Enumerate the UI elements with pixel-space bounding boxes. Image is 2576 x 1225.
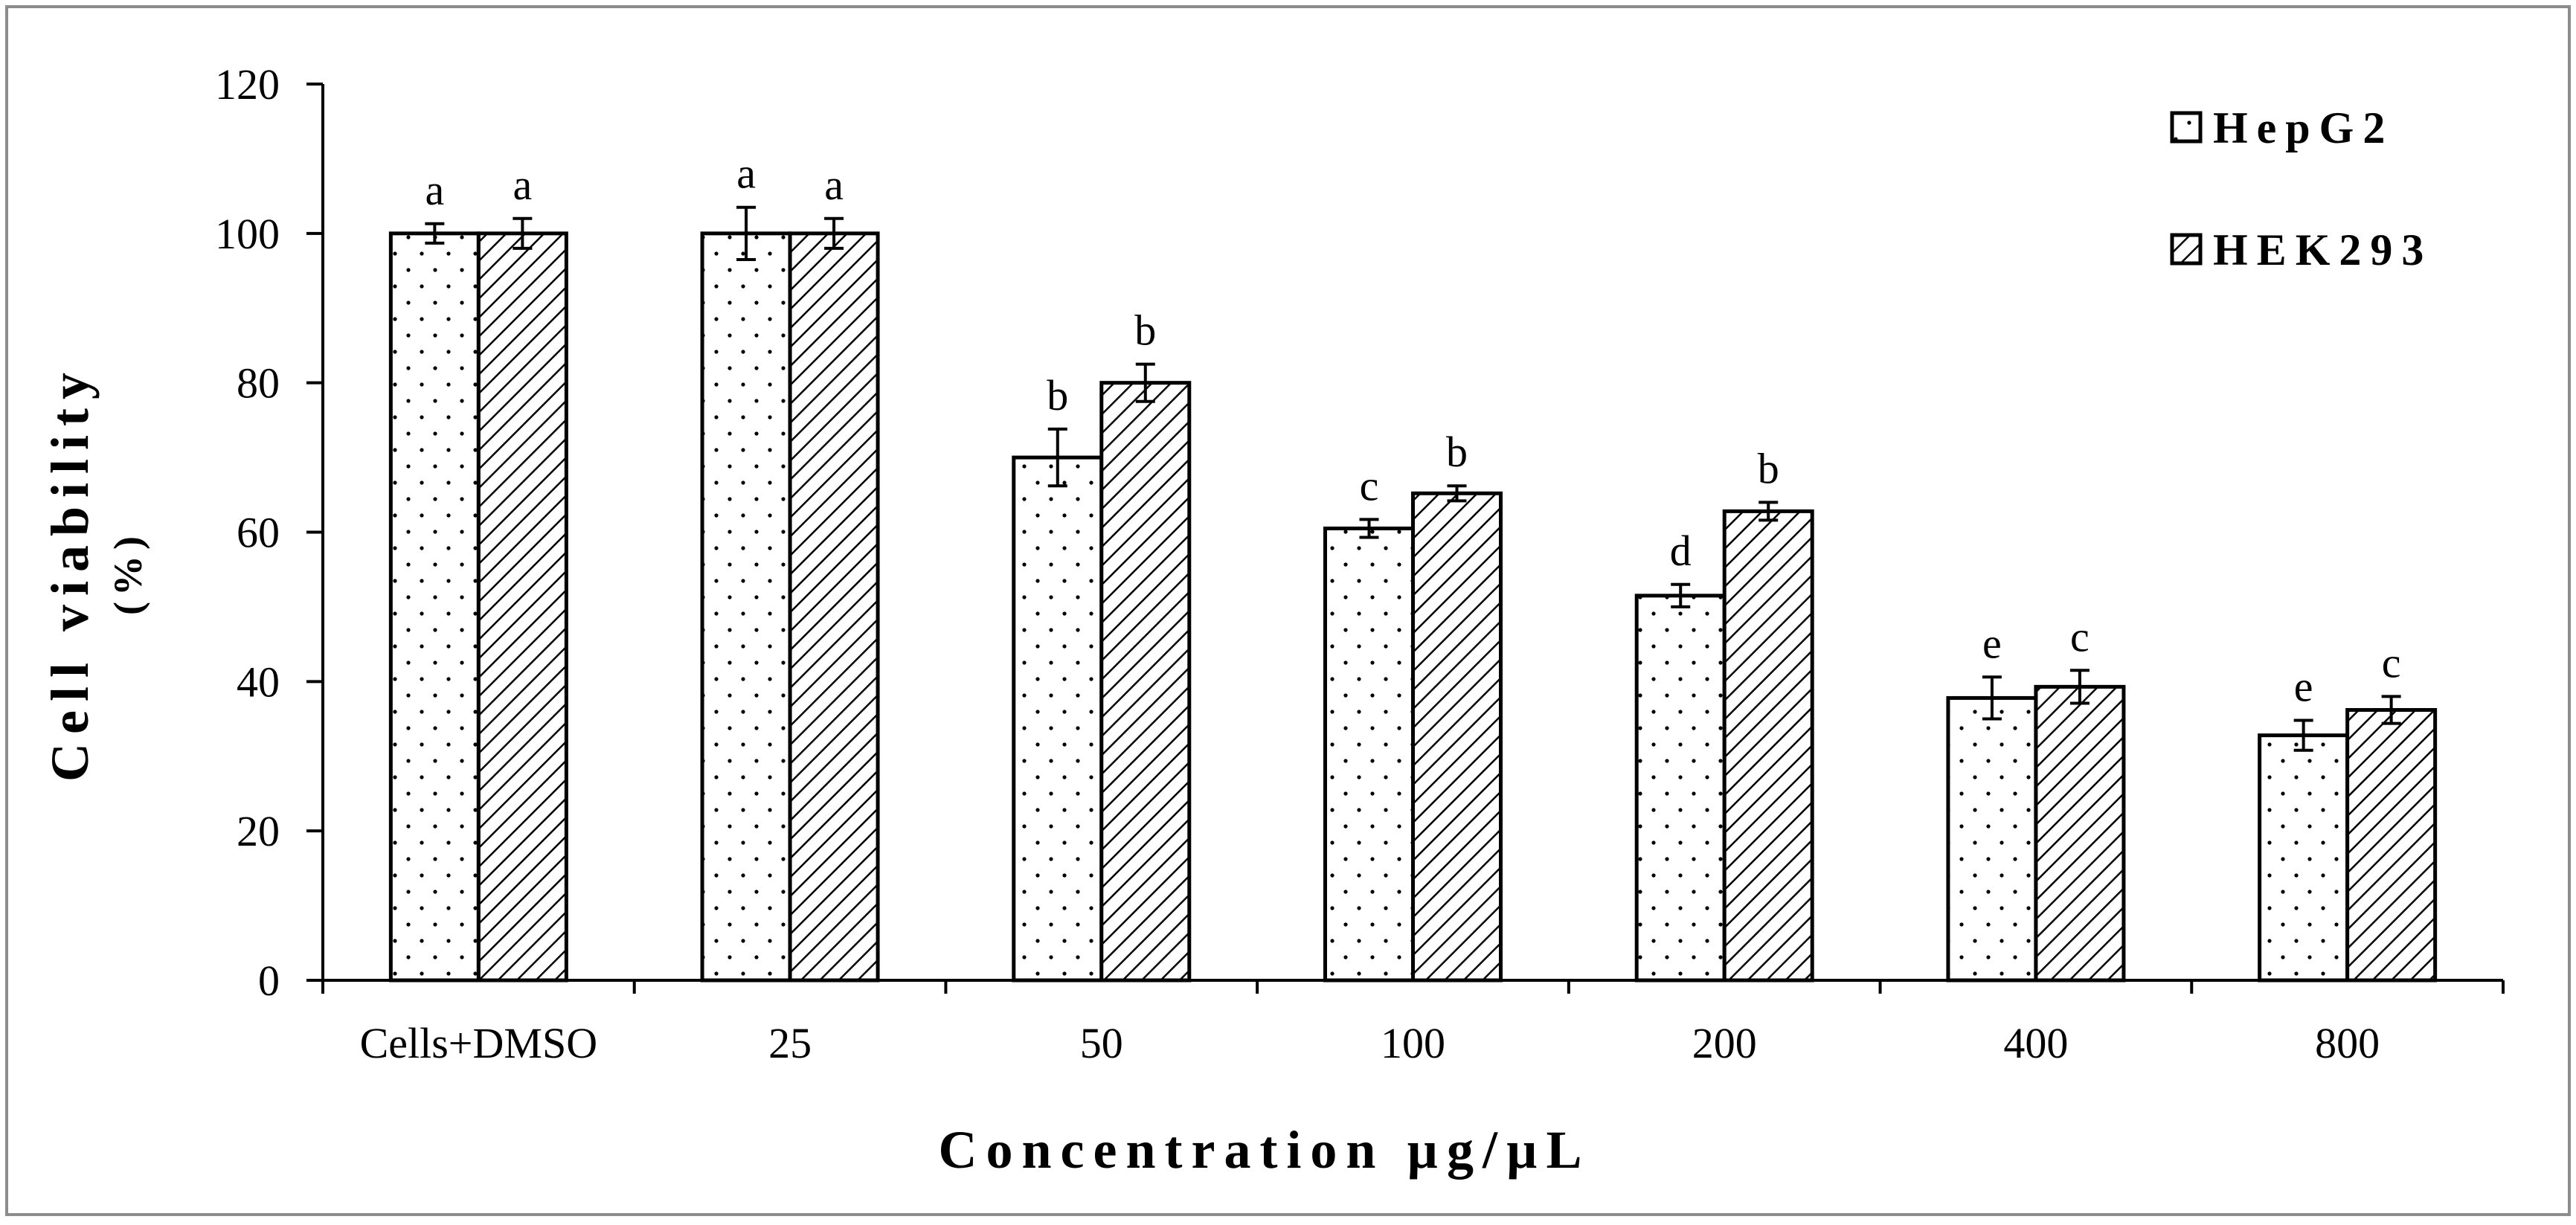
y-tick-label-120: 120: [215, 60, 280, 109]
y-tick-label-80: 80: [237, 359, 280, 408]
bar-hepg2-6: [1946, 695, 2038, 983]
x-axis-title: Concentration µg/µL: [939, 1120, 1591, 1180]
bar-hepg2-4: [1323, 526, 1415, 983]
legend-swatch-hek293: [2170, 233, 2203, 266]
y-tick-label-100: 100: [215, 210, 280, 258]
legend: HepG2 HEK293: [2170, 103, 2432, 274]
bar-hepg2-3: [1012, 455, 1104, 983]
significance-label-hepg2-4: c: [1360, 461, 1379, 509]
significance-label-hepg2-3: b: [1047, 371, 1068, 419]
bar-hek293-5: [1722, 509, 1814, 983]
significance-label-hepg2-2: a: [736, 149, 756, 198]
y-tick-label-0: 0: [258, 956, 280, 1005]
x-tick-label-4: 100: [1381, 1019, 1445, 1067]
y-tick-label-40: 40: [237, 657, 280, 706]
legend-label-hepg2: HepG2: [2213, 103, 2394, 152]
y-axis-subtitle: (%): [106, 530, 150, 615]
significance-label-hepg2-1: a: [425, 166, 444, 214]
significance-label-hek293-2: a: [824, 161, 844, 209]
significance-label-hepg2-6: e: [1982, 619, 2002, 667]
significance-label-hek293-1: a: [513, 161, 532, 209]
significance-label-hek293-5: b: [1758, 444, 1779, 492]
bar-hek293-4: [1411, 491, 1503, 983]
legend-swatch-hepg2: [2170, 111, 2203, 144]
x-tick-label-1: Cells+DMSO: [360, 1019, 598, 1067]
bar-hek293-2: [788, 231, 880, 983]
y-axis-title: Cell viability: [40, 364, 100, 782]
legend-label-hek293: HEK293: [2213, 225, 2432, 274]
x-tick-label-2: 25: [768, 1019, 812, 1067]
y-tick-label-20: 20: [237, 807, 280, 855]
x-tick-label-6: 400: [2003, 1019, 2068, 1067]
bar-hek293-1: [476, 231, 568, 983]
bar-hepg2-5: [1634, 594, 1727, 983]
x-tick-label-7: 800: [2315, 1019, 2380, 1067]
x-tick-label-3: 50: [1080, 1019, 1123, 1067]
bar-hepg2-7: [2258, 733, 2350, 983]
bar-hek293-3: [1099, 381, 1192, 983]
x-tick-label-5: 200: [1692, 1019, 1757, 1067]
y-axis-title-group: Cell viability (%): [40, 364, 150, 782]
significance-label-hek293-7: c: [2382, 638, 2401, 687]
significance-label-hek293-6: c: [2070, 612, 2090, 660]
bar-hek293-7: [2345, 707, 2438, 983]
significance-label-hek293-3: b: [1134, 306, 1156, 355]
bar-hek293-6: [2034, 684, 2126, 983]
significance-label-hepg2-5: d: [1670, 527, 1692, 575]
y-tick-label-60: 60: [237, 509, 280, 557]
significance-label-hepg2-7: e: [2294, 663, 2313, 711]
bar-hepg2-2: [700, 231, 792, 983]
significance-label-hek293-4: b: [1446, 428, 1468, 476]
bar-hepg2-1: [388, 231, 481, 983]
